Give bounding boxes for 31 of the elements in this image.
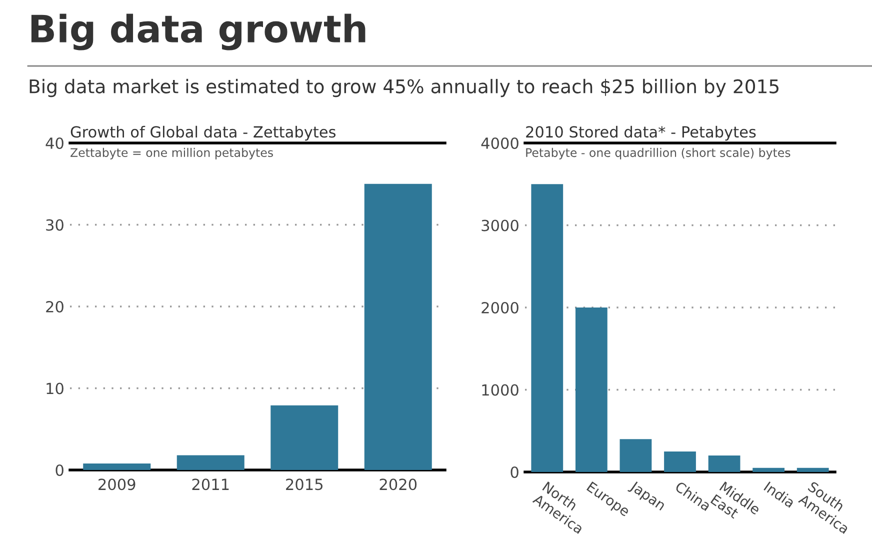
bar	[796, 468, 829, 472]
bar	[752, 468, 785, 472]
chart-title: 2010 Stored data* - Petabytes	[526, 126, 756, 141]
bar	[270, 405, 338, 470]
y-tick-label: 30	[46, 219, 64, 231]
bar	[708, 456, 740, 472]
y-tick-label: 20	[46, 300, 64, 313]
chart-title: Growth of Global data - Zettabytes	[70, 126, 336, 141]
y-tick-label: 0	[56, 464, 64, 476]
text: Big data market is estimated to grow 45% annually to reach $25 billion by 2015	[30, 78, 778, 98]
y-tick-label: 3000	[482, 220, 518, 232]
bar	[531, 184, 564, 472]
text: Big data growth	[31, 14, 366, 50]
x-tick-label: 2015	[286, 478, 322, 490]
y-tick-label: 0	[510, 466, 518, 478]
y-tick-label: 2000	[482, 302, 518, 314]
y-tick-label: 1000	[482, 384, 518, 396]
y-tick-label: 4000	[481, 137, 518, 150]
bar	[575, 308, 608, 472]
y-tick-label: 10	[46, 382, 64, 394]
x-tick-label: 2011	[192, 478, 229, 490]
y-tick-label: 40	[46, 137, 64, 150]
chart-subtitle: Zettabyte = one million petabytes	[70, 148, 273, 160]
x-tick-label: 2020	[380, 478, 417, 490]
chart-subtitle: Petabyte - one quadrillion (short scale) bytes	[526, 148, 790, 160]
bar	[664, 451, 696, 472]
bar	[176, 455, 244, 470]
x-tick-label: 2009	[98, 478, 136, 490]
bar	[620, 439, 652, 472]
bar	[83, 463, 151, 470]
bar	[364, 184, 432, 470]
